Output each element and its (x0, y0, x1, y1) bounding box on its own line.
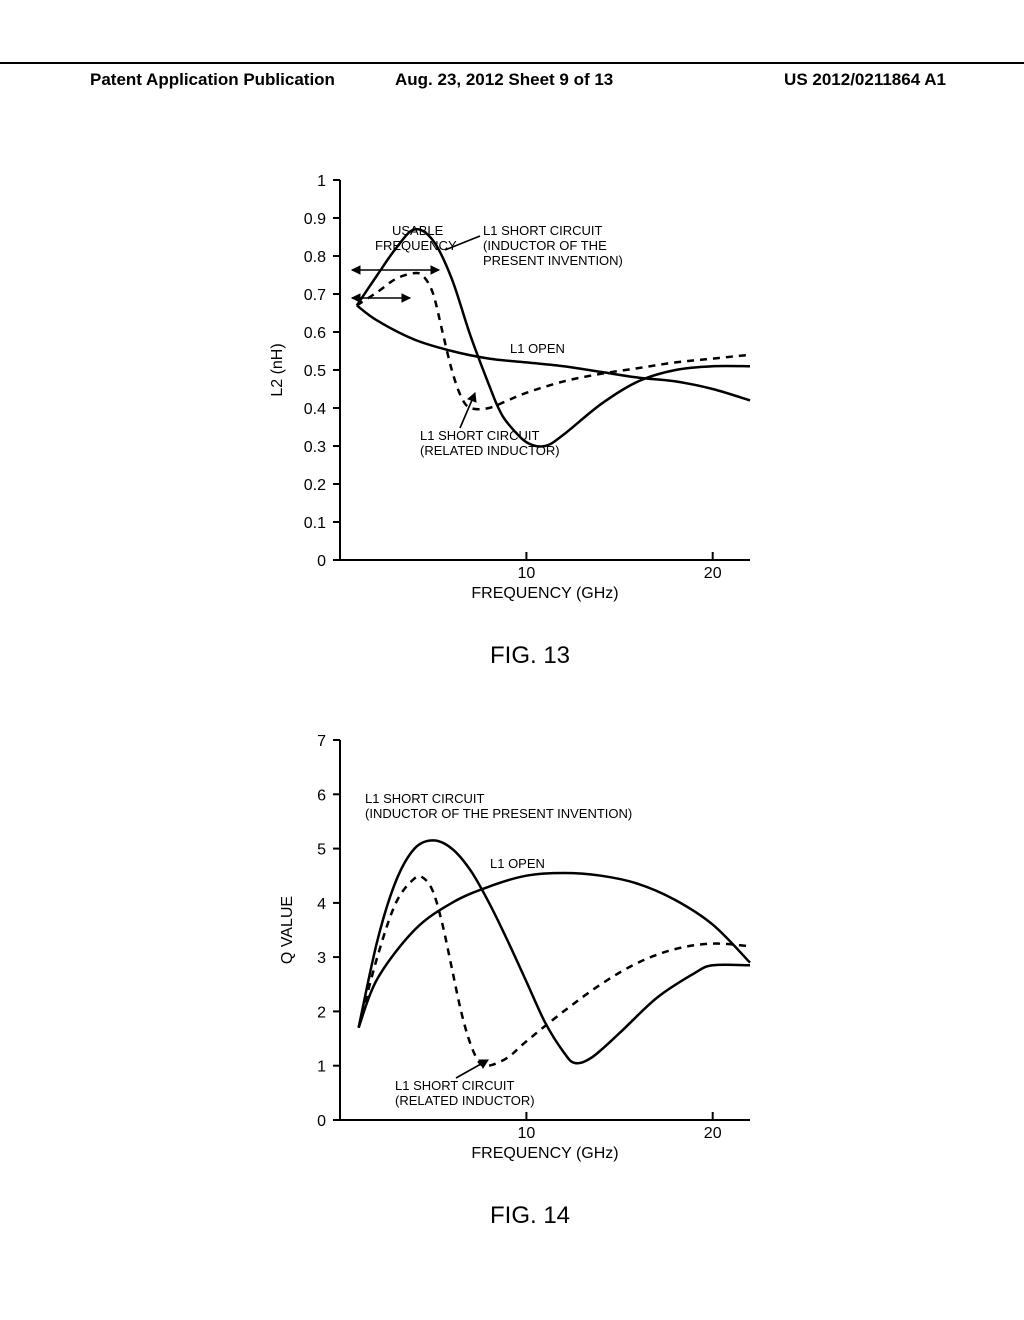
svg-text:3: 3 (317, 950, 326, 967)
svg-text:L1 SHORT CIRCUIT: L1 SHORT CIRCUIT (483, 223, 602, 238)
svg-text:0.1: 0.1 (304, 515, 326, 532)
svg-text:0: 0 (317, 1113, 326, 1130)
svg-text:0.7: 0.7 (304, 287, 326, 304)
svg-text:20: 20 (704, 1125, 722, 1142)
svg-text:5: 5 (317, 842, 326, 859)
fig14-chart: 0 1 2 3 4 5 6 7 10 20 FREQUENCY (GHz) Q … (260, 720, 800, 1230)
fig13-svg: 0 0.1 0.2 0.3 0.4 0.5 0.6 0.7 0.8 0.9 1 … (260, 160, 800, 630)
svg-text:0.8: 0.8 (304, 249, 326, 266)
fig13-l1sc-label: L1 SHORT CIRCUIT (INDUCTOR OF THE PRESEN… (445, 223, 623, 268)
svg-text:(RELATED INDUCTOR): (RELATED INDUCTOR) (420, 443, 560, 458)
svg-text:0.3: 0.3 (304, 439, 326, 456)
svg-text:(INDUCTOR OF THE PRESENT INVEN: (INDUCTOR OF THE PRESENT INVENTION) (365, 806, 632, 821)
fig14-l1sc-label: L1 SHORT CIRCUIT (INDUCTOR OF THE PRESEN… (365, 791, 632, 821)
svg-text:PRESENT INVENTION): PRESENT INVENTION) (483, 253, 623, 268)
fig14-caption: FIG. 14 (260, 1202, 800, 1230)
svg-text:0.5: 0.5 (304, 363, 326, 380)
svg-text:0: 0 (317, 553, 326, 570)
header-right: US 2012/0211864 A1 (784, 70, 946, 90)
fig14-xlabel: FREQUENCY (GHz) (471, 1145, 618, 1162)
svg-text:0.9: 0.9 (304, 211, 326, 228)
fig13-l1rel-label: L1 SHORT CIRCUIT (RELATED INDUCTOR) (420, 393, 560, 458)
svg-text:(RELATED INDUCTOR): (RELATED INDUCTOR) (395, 1093, 535, 1108)
svg-text:20: 20 (704, 565, 722, 582)
fig14-l1rel-label: L1 SHORT CIRCUIT (RELATED INDUCTOR) (395, 1060, 535, 1108)
fig14-l1-open (359, 873, 750, 1028)
fig13-chart: 0 0.1 0.2 0.3 0.4 0.5 0.6 0.7 0.8 0.9 1 … (260, 160, 800, 670)
header-left: Patent Application Publication (90, 70, 335, 90)
fig13-yticks: 0 0.1 0.2 0.3 0.4 0.5 0.6 0.7 0.8 0.9 1 (304, 173, 340, 570)
svg-text:0.6: 0.6 (304, 325, 326, 342)
svg-text:4: 4 (317, 896, 326, 913)
fig14-l1open-label: L1 OPEN (490, 856, 545, 871)
fig13-usable-label-2: FREQUENCY (375, 238, 457, 253)
header-mid: Aug. 23, 2012 Sheet 9 of 13 (395, 70, 613, 90)
fig14-yticks: 0 1 2 3 4 5 6 7 (317, 733, 340, 1130)
svg-text:L1 SHORT CIRCUIT: L1 SHORT CIRCUIT (365, 791, 484, 806)
svg-text:0.4: 0.4 (304, 401, 326, 418)
fig13-caption: FIG. 13 (260, 642, 800, 670)
fig13-xlabel: FREQUENCY (GHz) (471, 585, 618, 602)
fig13-usable-label-1: USABLE (392, 223, 444, 238)
fig14-svg: 0 1 2 3 4 5 6 7 10 20 FREQUENCY (GHz) Q … (260, 720, 800, 1190)
fig14-ylabel: Q VALUE (279, 896, 296, 964)
fig13-ylabel: L2 (nH) (269, 343, 286, 396)
page-header: Patent Application Publication Aug. 23, … (0, 62, 1024, 90)
svg-text:10: 10 (518, 1125, 536, 1142)
svg-text:10: 10 (518, 565, 536, 582)
fig13-usable-arrow-present (352, 266, 439, 274)
svg-text:7: 7 (317, 733, 326, 750)
svg-text:1: 1 (317, 173, 326, 190)
svg-text:6: 6 (317, 787, 326, 804)
svg-text:L1 SHORT CIRCUIT: L1 SHORT CIRCUIT (420, 428, 539, 443)
svg-text:L1 SHORT CIRCUIT: L1 SHORT CIRCUIT (395, 1078, 514, 1093)
svg-text:1: 1 (317, 1059, 326, 1076)
svg-text:0.2: 0.2 (304, 477, 326, 494)
fig13-l1open-label: L1 OPEN (510, 341, 565, 356)
svg-text:(INDUCTOR OF THE: (INDUCTOR OF THE (483, 238, 607, 253)
svg-text:2: 2 (317, 1004, 326, 1021)
